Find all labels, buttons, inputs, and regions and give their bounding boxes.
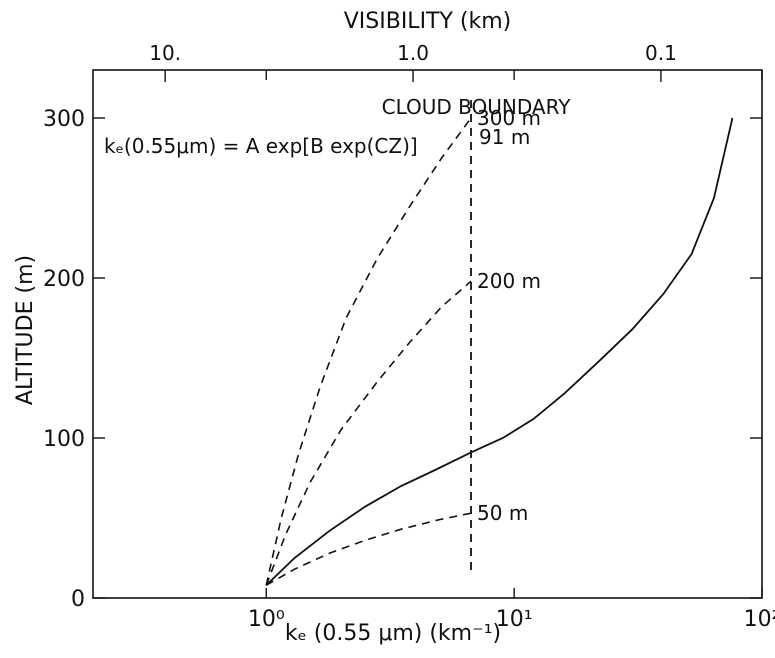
y-tick-label: 300 [43,107,85,132]
x-tick-label: 10¹ [496,607,533,632]
top-tick-label: 0.1 [645,41,677,65]
x-tick-label: 10⁰ [248,607,285,632]
series-line-91-m [265,117,734,586]
x-tick-label: 10² [744,607,775,632]
series-line-200-m [265,280,472,586]
y-tick-label: 0 [71,587,85,612]
series-label-50-m: 50 m [477,501,528,525]
series-label-300-m: 300 m [477,106,541,130]
plot-frame [92,69,763,599]
x-axis-title: kₑ (0.55 μm) (km⁻¹) [285,621,501,646]
equation-label: kₑ(0.55μm) = A exp[B exp(CZ)] [104,134,418,158]
labels-layer: 10⁰ 10¹ 10² 10. 1.0 0.1 0 100 200 300 300 m 200 m 91… [43,41,775,632]
series-label-91-m: 91 m [479,125,530,149]
ticks-layer [93,70,763,599]
frame-layer [92,69,763,599]
series-line-300-m [265,117,472,586]
top-tick-label: 1.0 [397,41,429,65]
y-tick-label: 100 [43,427,85,452]
y-axis-title: ALTITUDE (m) [13,255,38,405]
series-line-50-m [265,512,472,586]
top-tick-label: 10. [149,41,181,65]
series-label-200-m: 200 m [477,269,541,293]
top-axis-title: VISIBILITY (km) [344,9,512,34]
cloud-boundary-label: CLOUD BOUNDARY [382,95,572,119]
series-layer [265,100,734,586]
y-tick-label: 200 [43,267,85,292]
